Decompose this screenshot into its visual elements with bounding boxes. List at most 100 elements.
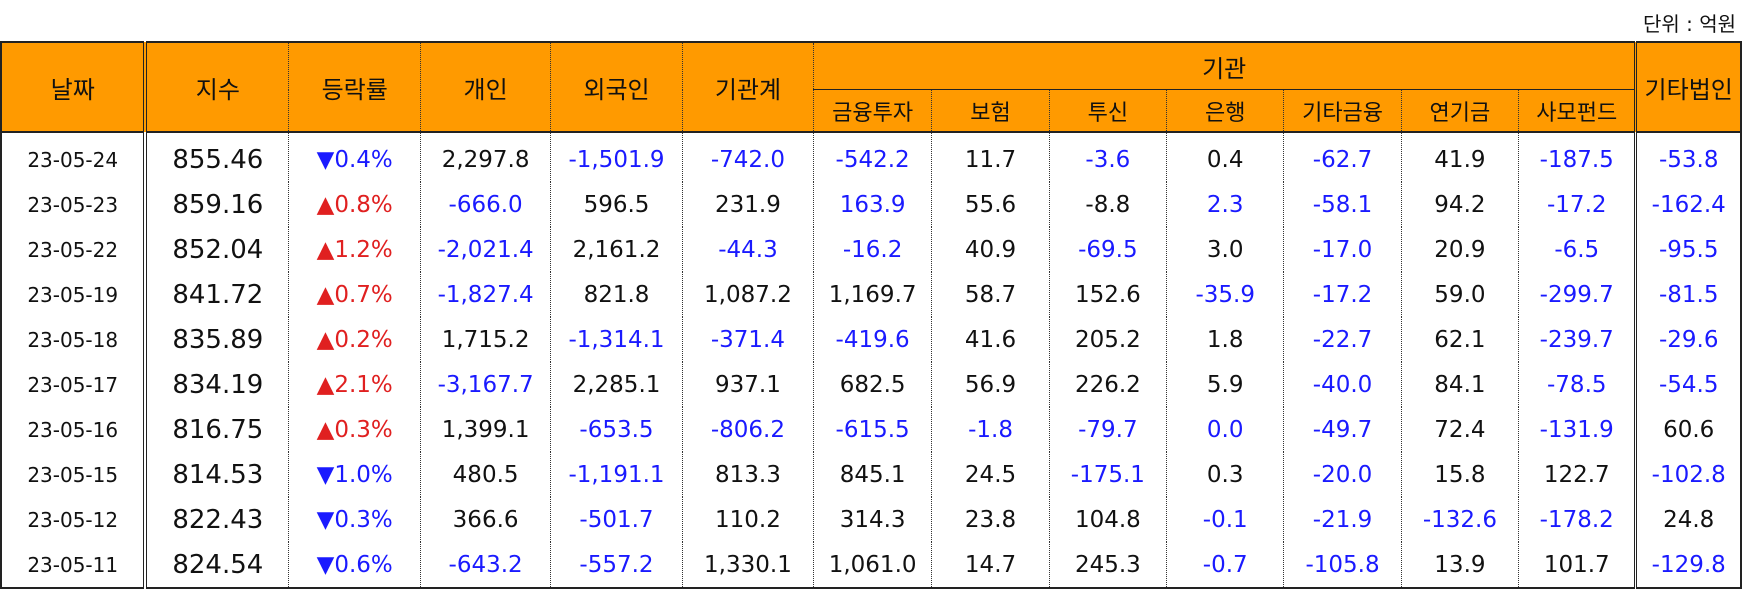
individual-cell: 2,297.8 (420, 132, 551, 182)
index-cell: 834.19 (144, 362, 290, 407)
change-value: 2.1% (334, 371, 393, 398)
insurance-cell: 40.9 (931, 227, 1050, 272)
financial-investment-cell: -419.6 (812, 317, 933, 362)
financial-investment-cell: 163.9 (812, 182, 933, 227)
table-row: 23-05-22 852.04 ▲1.2% -2,021.4 2,161.2 -44.3-… (0, 227, 1742, 272)
date-cell: 23-05-16 (0, 407, 148, 452)
change-cell: ▼0.3% (288, 497, 422, 542)
financial-investment-cell: -16.2 (812, 227, 933, 272)
other-finance-cell: -20.0 (1283, 452, 1402, 497)
change-value: 0.4% (334, 146, 393, 173)
inst-total-cell: 110.2 (682, 497, 814, 542)
table-row: 23-05-11 824.54 ▼0.6% -643.2 -557.2 1,330.1 1,… (0, 542, 1742, 588)
inst-total-cell: 1,087.2 (682, 272, 814, 317)
foreign-cell: -1,191.1 (549, 452, 684, 497)
pension-cell: 72.4 (1400, 407, 1520, 452)
private-fund-cell: -187.5 (1518, 132, 1638, 182)
index-cell: 816.75 (144, 407, 290, 452)
other-corp-cell: 60.6 (1635, 407, 1742, 452)
table-row: 23-05-18 835.89 ▲0.2% 1,715.2 -1,314.1 -371.4… (0, 317, 1742, 362)
header-private-fund: 사모펀드 (1518, 89, 1638, 132)
table-row: 23-05-17 834.19 ▲2.1% -3,167.7 2,285.1 937.1 6… (0, 362, 1742, 407)
investment-trust-cell: 245.3 (1048, 542, 1168, 588)
foreign-cell: 2,161.2 (549, 227, 684, 272)
inst-total-cell: 937.1 (682, 362, 814, 407)
individual-cell: 1,715.2 (420, 317, 551, 362)
change-value: 0.2% (334, 326, 393, 353)
other-corp-cell: -29.6 (1635, 317, 1742, 362)
header-individual: 개인 (420, 42, 551, 132)
header-investment-trust: 투신 (1048, 89, 1168, 132)
other-corp-cell: -129.8 (1635, 542, 1742, 588)
inst-total-cell: -371.4 (682, 317, 814, 362)
investment-trust-cell: -8.8 (1048, 182, 1168, 227)
date-cell: 23-05-18 (0, 317, 148, 362)
change-value: 1.0% (334, 461, 393, 488)
other-corp-cell: 24.8 (1635, 497, 1742, 542)
individual-cell: 1,399.1 (420, 407, 551, 452)
private-fund-cell: -131.9 (1518, 407, 1638, 452)
pension-cell: 94.2 (1400, 182, 1520, 227)
header-other-corp: 기타법인 (1635, 42, 1742, 132)
other-corp-cell: -162.4 (1635, 182, 1742, 227)
table-body: 23-05-24 855.46 ▼0.4% 2,297.8 -1,501.9 -742.0… (0, 132, 1742, 588)
private-fund-cell: -78.5 (1518, 362, 1638, 407)
insurance-cell: 55.6 (931, 182, 1050, 227)
index-cell: 859.16 (144, 182, 290, 227)
down-triangle-icon: ▼ (316, 551, 335, 578)
foreign-cell: -557.2 (549, 542, 684, 588)
header-inst-total: 기관계 (682, 42, 814, 132)
inst-total-cell: -44.3 (682, 227, 814, 272)
pension-cell: 20.9 (1400, 227, 1520, 272)
individual-cell: -666.0 (420, 182, 551, 227)
change-value: 0.6% (334, 551, 393, 578)
foreign-cell: -1,314.1 (549, 317, 684, 362)
header-financial-investment: 금융투자 (812, 89, 933, 132)
private-fund-cell: -299.7 (1518, 272, 1638, 317)
individual-cell: 480.5 (420, 452, 551, 497)
other-corp-cell: -95.5 (1635, 227, 1742, 272)
financial-investment-cell: 1,061.0 (812, 542, 933, 588)
bank-cell: 2.3 (1166, 182, 1285, 227)
individual-cell: -2,021.4 (420, 227, 551, 272)
table-row: 23-05-19 841.72 ▲0.7% -1,827.4 821.8 1,087.2 1… (0, 272, 1742, 317)
bank-cell: 1.8 (1166, 317, 1285, 362)
pension-cell: 15.8 (1400, 452, 1520, 497)
up-triangle-icon: ▲ (316, 281, 335, 308)
investment-trust-cell: 152.6 (1048, 272, 1168, 317)
financial-investment-cell: -615.5 (812, 407, 933, 452)
date-cell: 23-05-22 (0, 227, 148, 272)
other-finance-cell: -40.0 (1283, 362, 1402, 407)
insurance-cell: 23.8 (931, 497, 1050, 542)
date-cell: 23-05-12 (0, 497, 148, 542)
other-finance-cell: -22.7 (1283, 317, 1402, 362)
change-cell: ▲0.2% (288, 317, 422, 362)
other-corp-cell: -81.5 (1635, 272, 1742, 317)
private-fund-cell: -6.5 (1518, 227, 1638, 272)
index-cell: 852.04 (144, 227, 290, 272)
change-cell: ▲0.7% (288, 272, 422, 317)
bank-cell: -0.1 (1166, 497, 1285, 542)
down-triangle-icon: ▼ (316, 461, 335, 488)
table-row: 23-05-24 855.46 ▼0.4% 2,297.8 -1,501.9 -742.0… (0, 132, 1742, 182)
bank-cell: 5.9 (1166, 362, 1285, 407)
down-triangle-icon: ▼ (316, 506, 335, 533)
private-fund-cell: -178.2 (1518, 497, 1638, 542)
foreign-cell: 2,285.1 (549, 362, 684, 407)
index-cell: 841.72 (144, 272, 290, 317)
change-value: 0.7% (334, 281, 393, 308)
insurance-cell: 11.7 (931, 132, 1050, 182)
insurance-cell: 58.7 (931, 272, 1050, 317)
insurance-cell: 41.6 (931, 317, 1050, 362)
private-fund-cell: 122.7 (1518, 452, 1638, 497)
inst-total-cell: -806.2 (682, 407, 814, 452)
header-bank: 은행 (1166, 89, 1285, 132)
individual-cell: -3,167.7 (420, 362, 551, 407)
other-finance-cell: -17.2 (1283, 272, 1402, 317)
financial-investment-cell: -542.2 (812, 132, 933, 182)
pension-cell: 62.1 (1400, 317, 1520, 362)
index-cell: 835.89 (144, 317, 290, 362)
individual-cell: -1,827.4 (420, 272, 551, 317)
other-finance-cell: -21.9 (1283, 497, 1402, 542)
pension-cell: -132.6 (1400, 497, 1520, 542)
